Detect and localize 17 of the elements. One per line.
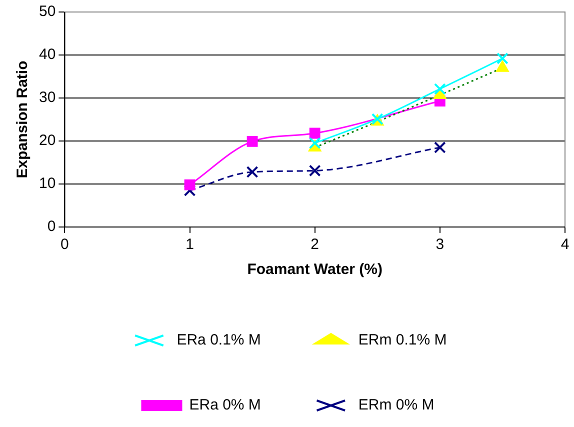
legend-label: ERa 0% M xyxy=(189,396,261,414)
y-tick-label: 50 xyxy=(38,3,56,20)
legend-label: ERm 0.1% M xyxy=(358,332,447,349)
y-tick-label: 30 xyxy=(38,89,56,106)
x-axis-title: Foamant Water (%) xyxy=(247,261,382,278)
x-tick-label: 0 xyxy=(60,236,69,254)
x-tick-label: 3 xyxy=(436,236,444,254)
y-axis-title: Expansion Ratio xyxy=(14,60,32,178)
y-tick-label: 0 xyxy=(47,218,56,236)
x-tick-label: 4 xyxy=(560,236,570,254)
x-tick-label: 1 xyxy=(186,236,194,254)
legend-label: ERa 0.1% M xyxy=(176,332,261,349)
y-tick-label: 40 xyxy=(38,46,56,64)
y-tick-label: 10 xyxy=(38,175,56,192)
y-tick-label: 20 xyxy=(38,132,56,150)
x-tick-label: 2 xyxy=(310,236,320,254)
legend-label: ERm 0% M xyxy=(358,396,434,414)
